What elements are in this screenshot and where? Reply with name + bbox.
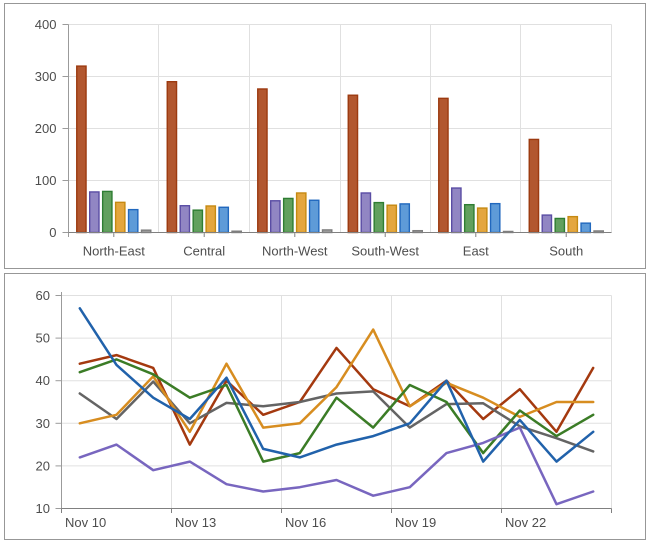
- svg-text:South: South: [549, 244, 583, 259]
- svg-text:30: 30: [36, 416, 50, 431]
- svg-text:Nov 16: Nov 16: [285, 515, 326, 530]
- svg-text:South-West: South-West: [351, 244, 419, 259]
- svg-text:Nov 10: Nov 10: [65, 515, 106, 530]
- svg-text:East: East: [463, 244, 489, 259]
- svg-text:40: 40: [36, 373, 50, 388]
- svg-text:300: 300: [35, 69, 57, 84]
- svg-text:100: 100: [35, 173, 57, 188]
- svg-text:Nov 19: Nov 19: [395, 515, 436, 530]
- svg-text:Central: Central: [183, 244, 225, 259]
- svg-text:North-West: North-West: [262, 244, 328, 259]
- svg-text:50: 50: [36, 331, 50, 346]
- svg-text:North-East: North-East: [83, 244, 146, 259]
- svg-text:20: 20: [36, 458, 50, 473]
- svg-text:200: 200: [35, 121, 57, 136]
- svg-text:0: 0: [49, 225, 56, 240]
- svg-text:Nov 22: Nov 22: [505, 515, 546, 530]
- svg-text:10: 10: [36, 501, 50, 516]
- svg-text:60: 60: [36, 288, 50, 303]
- svg-text:400: 400: [35, 17, 57, 32]
- svg-text:Nov 13: Nov 13: [175, 515, 216, 530]
